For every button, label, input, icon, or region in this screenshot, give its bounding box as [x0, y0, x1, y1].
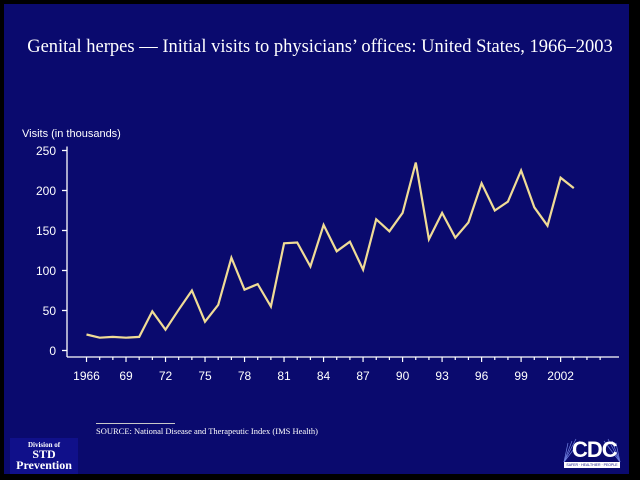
axes: Visits (in thousands) 0 50 100 150 200 250 1966…	[22, 128, 619, 383]
source-note: SOURCE: National Disease and Therapeutic…	[96, 426, 318, 436]
x-tick-label: 99	[514, 369, 528, 383]
slide-background	[4, 4, 629, 474]
x-tick-label: 84	[317, 369, 331, 383]
y-axis-label: Visits (in thousands)	[22, 128, 121, 140]
x-tick-label: 2002	[547, 369, 574, 383]
y-tick-label: 200	[36, 184, 56, 198]
x-tick-label: 96	[475, 369, 489, 383]
std-logo-line2: STD	[32, 447, 56, 461]
y-tick-label: 50	[43, 304, 57, 318]
x-tick-label: 1966	[73, 369, 100, 383]
x-tick-label: 78	[238, 369, 252, 383]
source-divider	[96, 423, 175, 424]
y-tick-label: 100	[36, 264, 56, 278]
series-line	[86, 162, 575, 339]
series-marks	[86, 162, 575, 339]
cdc-logo: CDC SAFER · HEALTHIER · PEOPLE	[562, 437, 622, 471]
x-tick-label: 93	[435, 369, 449, 383]
std-logo-line3: Prevention	[16, 458, 72, 472]
std-logo-line1: Division of	[27, 441, 61, 449]
y-tick-label: 250	[36, 144, 56, 158]
cdc-rays-icon	[563, 438, 621, 463]
x-tick-label: 87	[356, 369, 370, 383]
cdc-logo-tagline: SAFER · HEALTHIER · PEOPLE	[564, 462, 620, 468]
std-prevention-logo: Division of STD Prevention	[10, 438, 78, 474]
x-tick-label: 81	[277, 369, 291, 383]
x-tick-label: 72	[159, 369, 173, 383]
x-tick-label: 90	[396, 369, 410, 383]
x-tick-label: 69	[119, 369, 133, 383]
y-tick-label: 0	[49, 344, 56, 358]
chart-title: Genital herpes — Initial visits to physi…	[27, 37, 613, 57]
x-tick-label: 75	[198, 369, 212, 383]
y-tick-label: 150	[36, 224, 56, 238]
cdc-logo-text: CDC	[572, 437, 618, 462]
